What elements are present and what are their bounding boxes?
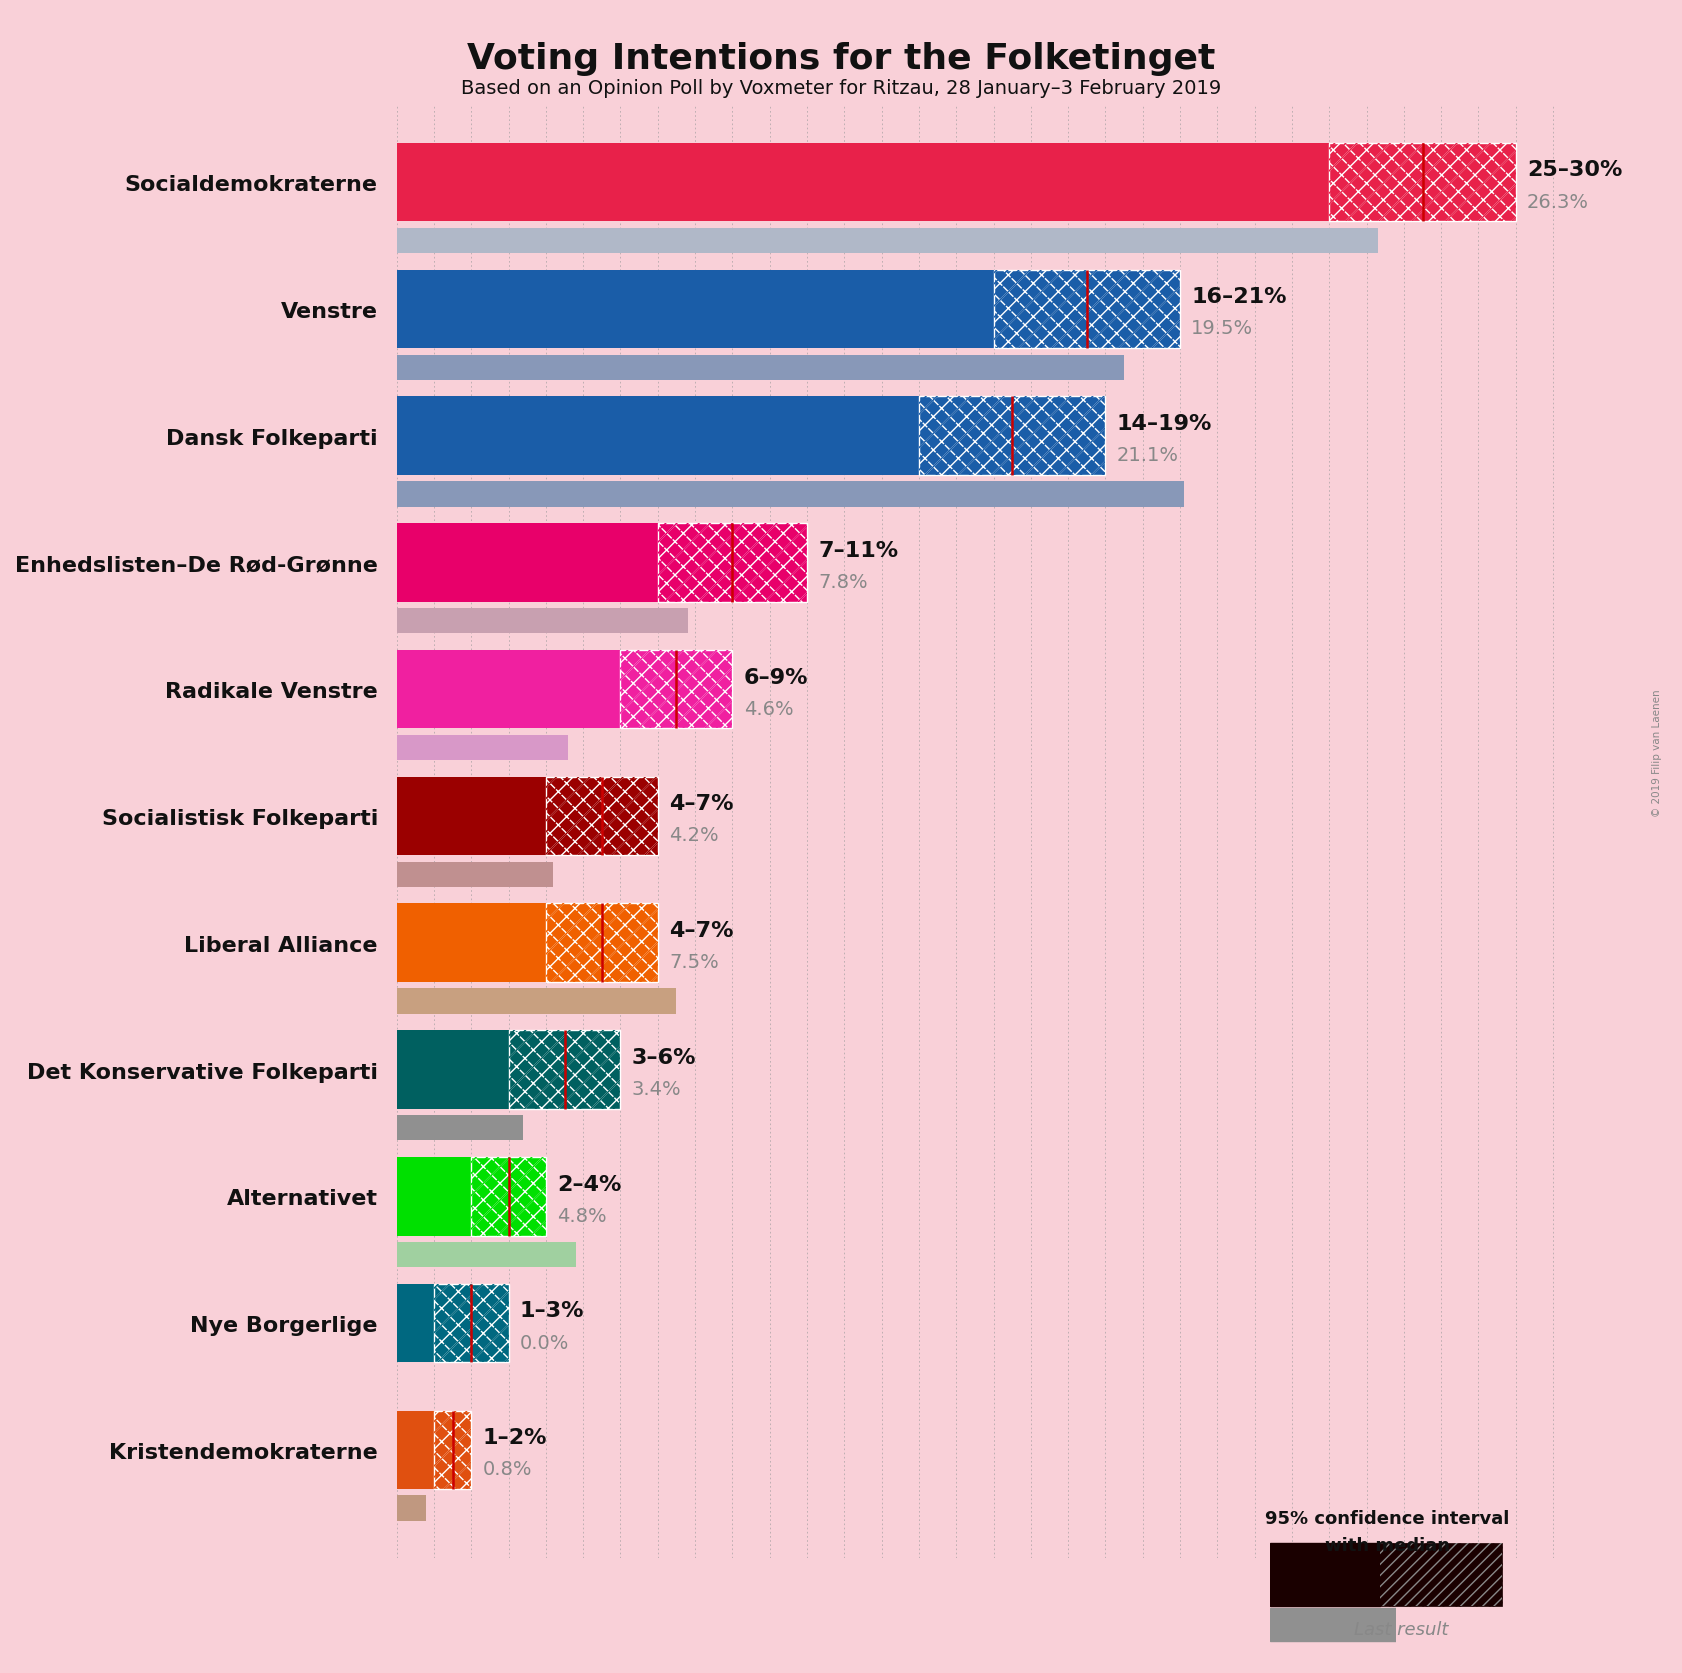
Bar (397, 1031, 508, 1109)
Text: with median: with median (1325, 1536, 1450, 1554)
Bar (434, 1283, 508, 1362)
Bar (547, 903, 658, 982)
Bar (508, 1031, 621, 1109)
Bar (397, 397, 918, 475)
Text: 4.2%: 4.2% (669, 826, 718, 845)
Text: 95% confidence interval: 95% confidence interval (1265, 1509, 1510, 1527)
Bar (918, 397, 1105, 475)
Text: 1–3%: 1–3% (520, 1300, 584, 1320)
Bar (397, 1116, 523, 1141)
Bar (397, 862, 553, 887)
Text: 25–30%: 25–30% (1527, 161, 1623, 181)
Text: 4–7%: 4–7% (669, 920, 733, 940)
Bar (434, 1283, 508, 1362)
Bar (397, 903, 547, 982)
Bar (397, 778, 547, 857)
Bar (471, 1158, 547, 1236)
Bar (658, 524, 807, 602)
Bar (994, 271, 1181, 350)
Text: 16–21%: 16–21% (1191, 288, 1287, 308)
Text: 2–4%: 2–4% (557, 1174, 621, 1195)
Bar (1270, 1543, 1379, 1606)
Text: Voting Intentions for the Folketinget: Voting Intentions for the Folketinget (468, 42, 1214, 75)
Text: 7.5%: 7.5% (669, 952, 718, 972)
Bar (397, 736, 569, 761)
Bar (547, 778, 658, 857)
Text: 21.1%: 21.1% (1117, 447, 1179, 465)
Bar (1379, 1543, 1502, 1606)
Text: 0.0%: 0.0% (520, 1333, 569, 1352)
Bar (1329, 144, 1515, 223)
Bar (994, 271, 1181, 350)
Text: Based on an Opinion Poll by Voxmeter for Ritzau, 28 January–3 February 2019: Based on an Opinion Poll by Voxmeter for… (461, 79, 1221, 97)
Bar (547, 778, 658, 857)
Bar (471, 1158, 547, 1236)
Text: 1–2%: 1–2% (483, 1427, 547, 1447)
Bar (508, 1031, 621, 1109)
Text: 3–6%: 3–6% (632, 1047, 696, 1067)
Bar (918, 397, 1105, 475)
Bar (397, 355, 1124, 381)
Bar (397, 1496, 427, 1521)
Bar (397, 271, 994, 350)
Text: 4–7%: 4–7% (669, 793, 733, 813)
Bar (621, 651, 732, 729)
Text: 7–11%: 7–11% (817, 540, 898, 560)
Text: © 2019 Filip van Laenen: © 2019 Filip van Laenen (1652, 689, 1662, 816)
Text: 0.8%: 0.8% (483, 1459, 532, 1479)
Text: 7.8%: 7.8% (817, 572, 868, 592)
Bar (397, 229, 1378, 254)
Text: 3.4%: 3.4% (632, 1079, 681, 1099)
Bar (397, 1283, 434, 1362)
Text: 19.5%: 19.5% (1191, 320, 1253, 338)
Bar (1379, 1543, 1502, 1606)
Bar (621, 651, 732, 729)
Bar (397, 989, 676, 1014)
Bar (397, 1158, 471, 1236)
Text: 6–9%: 6–9% (743, 668, 807, 688)
Bar (397, 524, 658, 602)
Bar (658, 524, 807, 602)
Bar (434, 1410, 471, 1489)
Text: 14–19%: 14–19% (1117, 413, 1213, 433)
Text: 4.6%: 4.6% (743, 699, 794, 718)
Text: 4.8%: 4.8% (557, 1206, 607, 1225)
Bar (434, 1410, 471, 1489)
Bar (397, 482, 1184, 507)
Bar (397, 1241, 575, 1268)
Text: Last result: Last result (1354, 1621, 1448, 1638)
Bar (1329, 144, 1515, 223)
Bar (397, 144, 1329, 223)
Bar (547, 903, 658, 982)
Text: 26.3%: 26.3% (1527, 192, 1589, 211)
Bar (397, 1410, 434, 1489)
Bar (397, 651, 621, 729)
Bar (397, 609, 688, 634)
